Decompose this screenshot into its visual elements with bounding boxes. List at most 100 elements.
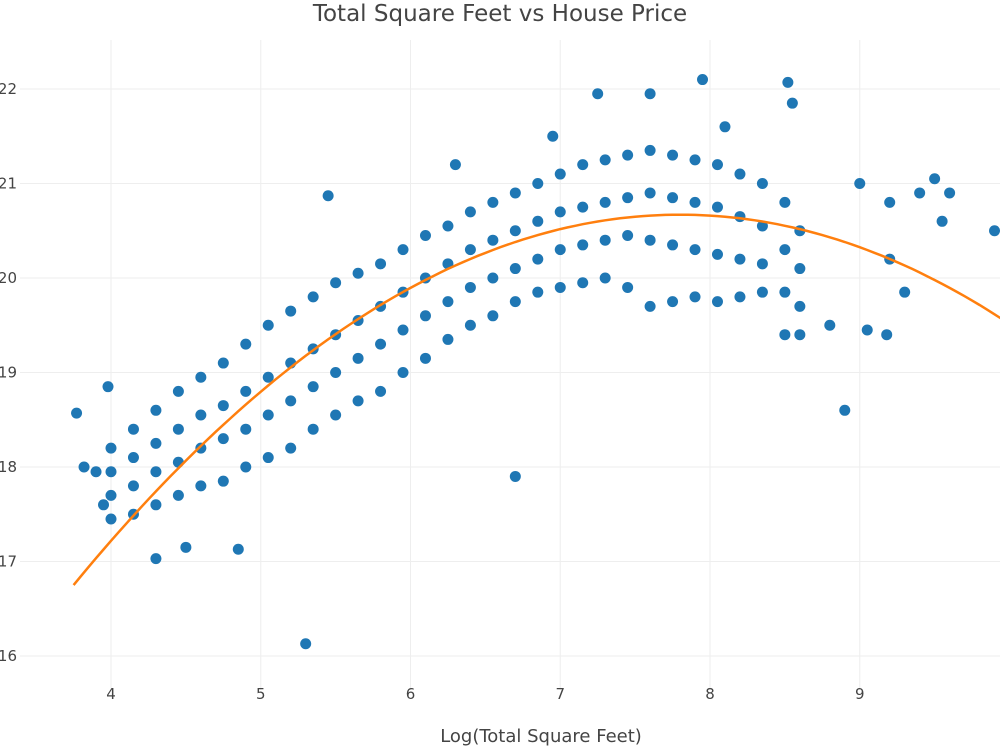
data-point — [195, 480, 207, 492]
y-tick-label: 20 — [0, 269, 17, 287]
data-point — [622, 149, 634, 161]
data-point — [622, 229, 634, 241]
data-point — [824, 319, 836, 331]
data-point — [794, 329, 806, 341]
data-point — [782, 76, 794, 88]
data-point — [449, 159, 461, 171]
data-point — [839, 404, 851, 416]
data-point — [667, 296, 679, 308]
data-point — [442, 296, 454, 308]
data-point — [756, 258, 768, 270]
data-point — [240, 423, 252, 435]
data-point — [90, 466, 102, 478]
data-point — [322, 190, 334, 202]
data-point — [734, 291, 746, 303]
data-point — [262, 371, 274, 383]
data-point — [854, 178, 866, 189]
data-point — [285, 395, 297, 407]
data-point — [599, 234, 611, 246]
data-point — [577, 239, 589, 251]
data-point — [599, 154, 611, 166]
data-point — [756, 286, 768, 298]
data-point — [734, 168, 746, 180]
data-point — [756, 178, 768, 189]
data-point — [71, 407, 83, 419]
data-point — [172, 489, 184, 501]
data-point — [644, 187, 656, 199]
data-point — [397, 324, 409, 336]
x-tick-label: 4 — [106, 685, 116, 703]
data-point — [105, 513, 117, 525]
data-point — [779, 329, 791, 341]
data-point — [307, 423, 319, 435]
data-point — [419, 310, 431, 322]
data-point — [711, 159, 723, 171]
data-point — [464, 319, 476, 331]
data-point — [532, 253, 544, 265]
data-point — [195, 409, 207, 421]
data-point — [509, 296, 521, 308]
data-point — [419, 229, 431, 241]
data-point — [232, 543, 244, 555]
data-point — [914, 187, 926, 199]
data-point — [697, 74, 709, 86]
data-point — [899, 286, 911, 298]
data-point — [592, 88, 604, 100]
data-point — [689, 291, 701, 303]
data-point — [881, 329, 893, 341]
data-point — [78, 461, 90, 473]
data-point — [861, 324, 873, 336]
data-point — [487, 196, 499, 208]
data-point — [150, 404, 162, 416]
data-point — [150, 437, 162, 449]
data-point — [577, 277, 589, 289]
data-point — [330, 277, 342, 289]
data-point — [352, 352, 364, 364]
data-point — [397, 244, 409, 256]
data-point — [532, 215, 544, 227]
data-point — [577, 201, 589, 213]
data-point — [150, 466, 162, 478]
data-point — [487, 310, 499, 322]
data-point — [262, 319, 274, 331]
data-point — [599, 272, 611, 284]
data-point — [150, 499, 162, 511]
y-tick-label: 17 — [0, 553, 17, 571]
data-point — [794, 300, 806, 312]
data-point — [509, 187, 521, 199]
data-point — [936, 215, 948, 227]
data-point — [779, 286, 791, 298]
data-point — [150, 553, 162, 565]
data-point — [756, 220, 768, 232]
data-point — [102, 381, 114, 393]
data-point — [532, 178, 544, 189]
x-tick-label: 7 — [555, 685, 565, 703]
y-tick-label: 18 — [0, 458, 17, 476]
data-point — [172, 456, 184, 468]
data-point — [509, 263, 521, 275]
y-tick-label: 21 — [0, 175, 17, 193]
data-point — [285, 305, 297, 317]
data-point — [532, 286, 544, 298]
x-axis-label: Log(Total Square Feet) — [440, 726, 642, 747]
data-point — [419, 352, 431, 364]
data-point — [554, 206, 566, 218]
data-point — [689, 244, 701, 256]
y-tick-label: 16 — [0, 647, 17, 665]
data-point — [554, 244, 566, 256]
data-point — [929, 173, 941, 185]
data-point — [734, 253, 746, 265]
data-point — [285, 442, 297, 454]
data-point — [711, 296, 723, 308]
data-point — [622, 281, 634, 293]
data-point — [944, 187, 956, 199]
data-point — [262, 452, 274, 464]
data-point — [487, 272, 499, 284]
data-point — [667, 192, 679, 204]
data-point — [554, 168, 566, 180]
fit-curve — [72, 213, 1000, 586]
data-point — [509, 470, 521, 482]
data-point — [711, 201, 723, 213]
data-point — [195, 442, 207, 454]
